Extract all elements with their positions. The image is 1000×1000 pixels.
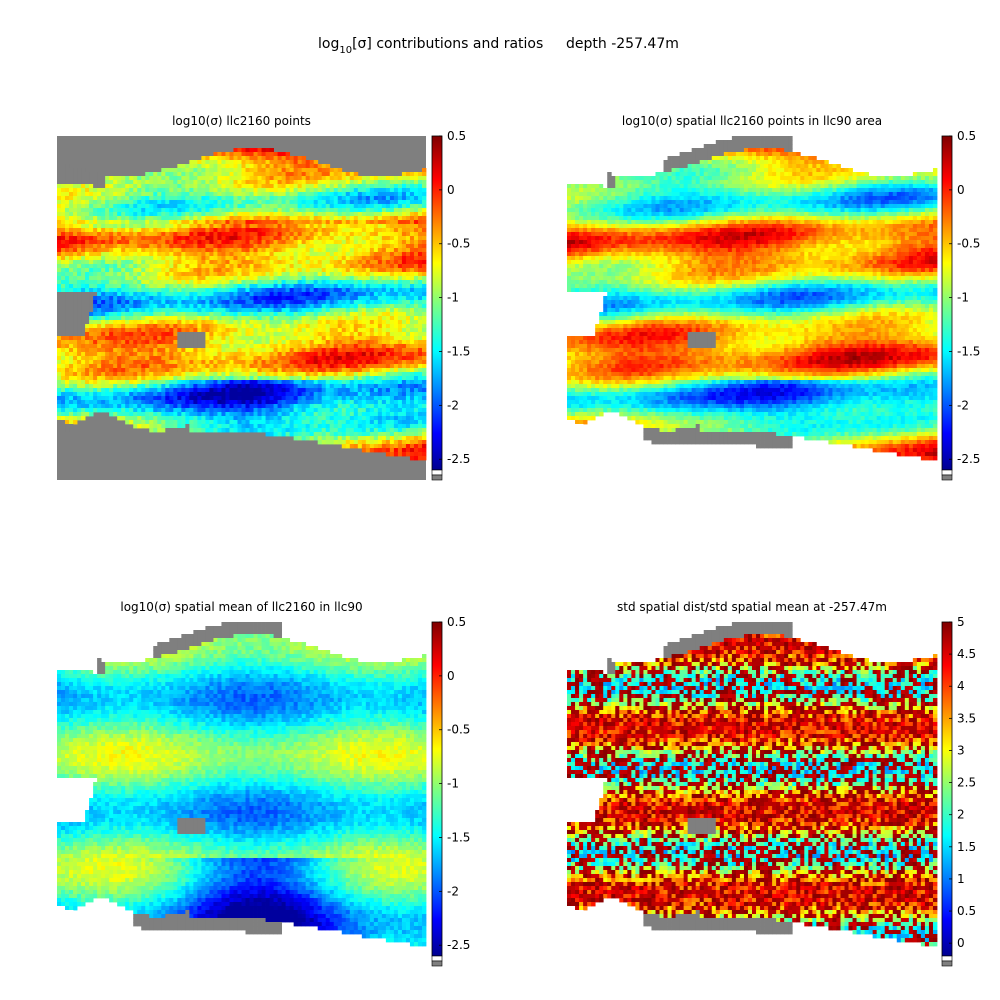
colorbar-tick-label: 4.5	[957, 647, 976, 661]
colorbar-tick-label: -1	[447, 777, 459, 791]
colorbar-land-swatch	[942, 961, 952, 966]
colorbar-tick-label: -2	[447, 884, 459, 898]
colorbar-tick-label: 0.5	[957, 904, 976, 918]
colorbar-tick-label: -1	[447, 291, 459, 305]
panel-1: log10(σ) llc2160 points 0.5 0 -0.5 -1 -1.5 -2 -…	[57, 114, 470, 480]
colorbar-tick-label: 0	[447, 669, 455, 683]
colorbar	[942, 622, 952, 956]
colorbar-tick-label: 0.5	[447, 615, 466, 629]
colorbar-tick-label: -2.5	[447, 938, 470, 952]
panel-3: log10(σ) spatial mean of llc2160 in llc9…	[57, 600, 470, 966]
colorbar-tick-label: -2.5	[957, 452, 980, 466]
figure-title-depth: depth -257.47m	[566, 36, 679, 52]
panel-title: std spatial dist/std spatial mean at -25…	[617, 600, 887, 614]
colorbar-tick-label: 3.5	[957, 711, 976, 725]
panel-title: log10(σ) llc2160 points	[172, 114, 311, 128]
panel-2: log10(σ) spatial llc2160 points in llc90…	[567, 114, 980, 480]
colorbar-nan-swatch	[942, 470, 952, 475]
figure-title-log: log	[318, 36, 339, 52]
colorbar-tick-label: -0.5	[957, 237, 980, 251]
colorbar-tick-label: -2	[957, 398, 969, 412]
colorbar-land-swatch	[432, 961, 442, 966]
colorbar-tick-label: -1.5	[447, 830, 470, 844]
colorbar-tick-label: 0.5	[447, 129, 466, 143]
colorbar-tick-label: -1	[957, 291, 969, 305]
heatmap-cells	[57, 148, 426, 460]
colorbar-tick-label: 2	[957, 808, 965, 822]
colorbar-tick-label: -0.5	[447, 723, 470, 737]
panel-title: log10(σ) spatial llc2160 points in llc90…	[622, 114, 882, 128]
colorbar-tick-label: -1.5	[447, 344, 470, 358]
panel-4: std spatial dist/std spatial mean at -25…	[567, 600, 976, 966]
colorbar-tick-label: 4	[957, 679, 965, 693]
colorbar-tick-label: -2.5	[447, 452, 470, 466]
figure-title-rest: [σ] contributions and ratios	[352, 36, 543, 52]
colorbar	[432, 136, 442, 470]
colorbar-tick-label: -2	[447, 398, 459, 412]
panel-title: log10(σ) spatial mean of llc2160 in llc9…	[120, 600, 362, 614]
colorbar-tick-label: -0.5	[447, 237, 470, 251]
heatmap-cells	[567, 136, 937, 460]
colorbar-nan-swatch	[942, 956, 952, 961]
colorbar-tick-label: 2.5	[957, 776, 976, 790]
heatmap-cells	[567, 622, 937, 946]
colorbar-tick-label: 5	[957, 615, 965, 629]
colorbar-land-swatch	[432, 475, 442, 480]
colorbar-tick-label: -1.5	[957, 344, 980, 358]
colorbar-tick-label: 0	[957, 936, 965, 950]
colorbar-land-swatch	[942, 475, 952, 480]
colorbar-tick-label: 0.5	[957, 129, 976, 143]
figure-title: log10[σ] contributions and ratios	[318, 36, 543, 56]
colorbar	[942, 136, 952, 470]
colorbar-nan-swatch	[432, 470, 442, 475]
colorbar-tick-label: 0	[447, 183, 455, 197]
figure-title-subscript: 10	[339, 45, 352, 56]
heatmap-cells	[57, 622, 426, 946]
colorbar-tick-label: 1	[957, 872, 965, 886]
colorbar-tick-label: 1.5	[957, 840, 976, 854]
colorbar	[432, 622, 442, 956]
colorbar-tick-label: 0	[957, 183, 965, 197]
colorbar-tick-label: 3	[957, 743, 965, 757]
colorbar-nan-swatch	[432, 956, 442, 961]
